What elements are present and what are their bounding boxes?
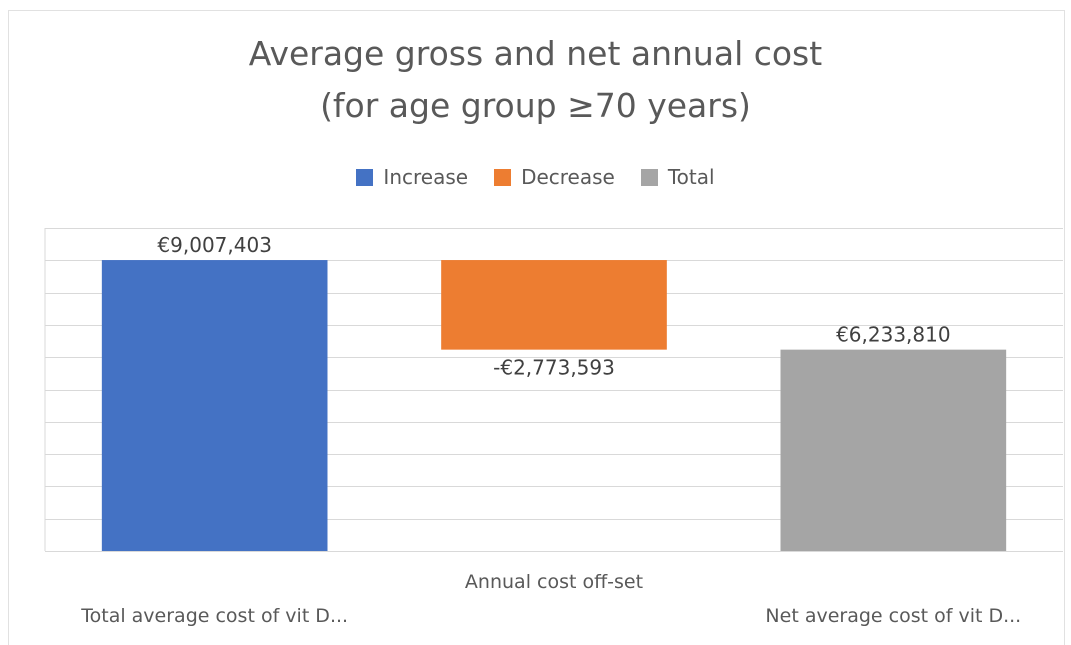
category-label: Annual cost off-set [465, 571, 643, 593]
legend-label-increase: Increase [383, 165, 469, 189]
data-label-decrease: -€2,773,593 [493, 356, 615, 380]
legend-swatch-total [640, 168, 658, 186]
chart-title: Average gross and net annual cost [248, 34, 823, 73]
data-label-increase: €9,007,403 [157, 233, 272, 257]
category-label: Total average cost of vit D... [80, 605, 348, 627]
legend-item-total: Total [640, 165, 715, 189]
bar-decrease [441, 260, 667, 350]
category-label: Net average cost of vit D... [765, 605, 1021, 627]
legend-item-increase: Increase [356, 165, 468, 189]
chart-subtitle: (for age group ≥70 years) [320, 86, 751, 125]
legend-item-decrease: Decrease [494, 165, 615, 189]
bar-total [780, 349, 1007, 551]
bar-increase [101, 260, 328, 551]
legend-swatch-decrease [494, 168, 512, 186]
legend-label-total: Total [667, 165, 715, 189]
chart-legend: Increase Decrease Total [0, 165, 1071, 189]
data-label-total: €6,233,810 [836, 323, 951, 347]
legend-label-decrease: Decrease [521, 165, 615, 189]
legend-swatch-increase [356, 168, 374, 186]
